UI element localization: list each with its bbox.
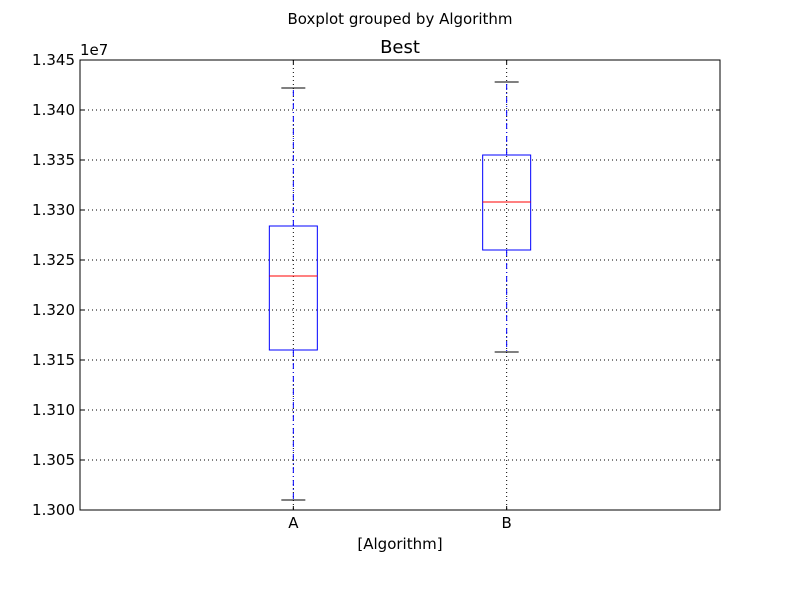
boxes [268,81,532,501]
box-A [268,87,318,501]
y-tick-label: 1.335 [32,151,75,169]
chart-title: Best [380,37,420,58]
y-tick-label: 1.320 [32,301,75,319]
y-tick-label: 1.315 [32,351,75,369]
y-axis-offset-label: 1e7 [80,41,108,59]
y-tick-label: 1.325 [32,251,75,269]
y-tick-label: 1.345 [32,51,75,69]
x-tick-label: B [502,514,512,532]
plot-frame [79,59,721,511]
y-tick-label: 1.310 [32,401,75,419]
chart-suptitle: Boxplot grouped by Algorithm [287,10,512,28]
grid [80,60,720,510]
y-tick-label: 1.330 [32,201,75,219]
ticks: 1.300 1.305 1.310 1.315 1.320 1.325 1.330 1.335… [32,51,720,532]
x-axis-label: [Algorithm] [357,535,442,553]
x-tick-label: A [288,514,299,532]
y-tick-label: 1.305 [32,451,75,469]
iqr-box [268,225,318,351]
y-tick-label: 1.300 [32,501,75,519]
box-B [482,81,532,353]
y-tick-label: 1.340 [32,101,75,119]
